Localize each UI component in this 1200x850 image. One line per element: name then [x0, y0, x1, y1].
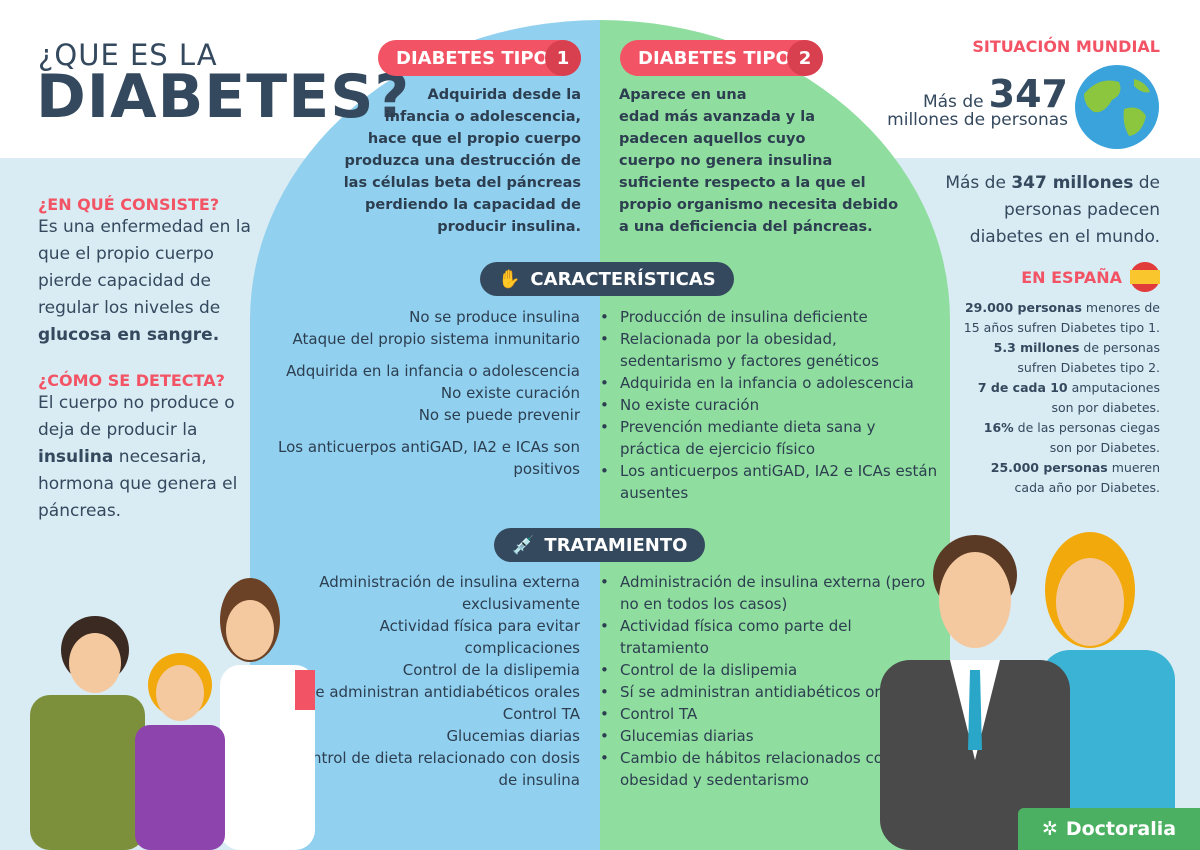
family-adults-illustration	[880, 532, 1175, 850]
description-line: perdiendo la capacidad de	[365, 197, 581, 213]
stat-text: de las personas ciegas son por Diabetes.	[1013, 420, 1160, 455]
description-line: a una deficiencia del páncreas.	[619, 219, 873, 235]
description-line: producir insulina.	[437, 219, 581, 235]
list-item: Glucemias diarias	[600, 725, 940, 747]
type1-description: Adquirida desde la infancia o adolescenci…	[344, 84, 581, 238]
description-line: edad más avanzada y la	[619, 109, 816, 125]
tratamiento-type2: Administración de insulina externa (pero…	[600, 571, 940, 791]
list-item: Control de dieta relacionado con dosis d…	[292, 749, 580, 789]
hand-icon: ✋	[498, 268, 521, 290]
doctoralia-icon: ✲	[1041, 818, 1058, 840]
type2-description: Aparece en una edad más avanzada y la pade…	[619, 84, 898, 238]
stat-value: 25.000 personas	[990, 460, 1108, 475]
list-item: Administración de insulina externa (pero…	[600, 571, 940, 615]
list-item: Relacionada por la obesidad, sedentarism…	[600, 328, 940, 372]
list-item: Producción de insulina deficiente	[600, 306, 940, 328]
list-item: Adquirida en la infancia o adolescencia	[286, 362, 580, 380]
list-item: Ataque del propio sistema inmunitario	[292, 330, 580, 348]
stat-text: menores de 15 años sufren Diabetes tipo …	[963, 300, 1160, 335]
list-item: No se produce insulina	[409, 308, 580, 326]
caracteristicas-header: ✋ CARACTERÍSTICAS	[480, 262, 734, 296]
list-item: Cambio de hábitos relacionados con obesi…	[600, 747, 940, 791]
description-line: Adquirida desde la	[427, 87, 581, 103]
description-line: infancia o adolescencia,	[384, 109, 581, 125]
spain-stat: 5.3 millones de personas sufren Diabetes…	[960, 338, 1160, 378]
spain-stat: 7 de cada 10 amputaciones son por diabet…	[960, 378, 1160, 418]
description-line: suficiente respecto a la que el	[619, 175, 866, 191]
list-item: Actividad física como parte del tratamie…	[600, 615, 940, 659]
stat-text: de personas sufren Diabetes tipo 2.	[1017, 340, 1160, 375]
spain-stat: 25.000 personas mueren cada año por Diab…	[960, 458, 1160, 498]
spain-flag-icon	[1130, 262, 1160, 292]
list-item: Adquirida en la infancia o adolescencia	[600, 372, 940, 394]
list-item: Prevención mediante dieta sana y práctic…	[600, 416, 940, 460]
list-item: No existe curación	[440, 384, 580, 402]
list-item: Control TA	[600, 703, 940, 725]
world-heading: SITUACIÓN MUNDIAL	[972, 37, 1160, 56]
spain-stats: 29.000 personas menores de 15 años sufre…	[960, 298, 1160, 498]
stat-value: 7 de cada 10	[977, 380, 1068, 395]
family-children-illustration	[30, 578, 315, 850]
description-line: hace que el propio cuerpo	[367, 131, 581, 147]
spacer	[270, 426, 580, 436]
globe-icon	[1075, 65, 1159, 149]
caracteristicas-type2: Producción de insulina deficienteRelacio…	[600, 306, 940, 504]
stat-value: 29.000 personas	[964, 300, 1082, 315]
tratamiento-header: 💉 TRATAMIENTO	[494, 528, 706, 562]
list-item: Actividad física para evitar complicacio…	[379, 617, 580, 657]
list-item: Administración de insulina externa exclu…	[319, 573, 580, 613]
stat-text: mueren cada año por Diabetes.	[1014, 460, 1160, 495]
list-item: Control TA	[502, 705, 580, 723]
stat-value: 5.3 millones	[993, 340, 1080, 355]
description-line: cuerpo no genera insulina	[619, 153, 833, 169]
world-stat: Más de 347 millones de personas	[887, 72, 1068, 130]
world-text: Más de 347 millones de personas padecen …	[945, 173, 1160, 247]
left-info: ¿EN QUÉ CONSISTE? Es una enfermedad en l…	[38, 195, 251, 521]
description-line: Aparece en una	[619, 87, 747, 103]
type1-badge: DIABETES TIPO 1	[378, 40, 581, 76]
description-line: padecen aquellos cuyo	[619, 131, 806, 147]
stat-text: amputaciones son por diabetes.	[1051, 380, 1160, 415]
list-item: Los anticuerpos antiGAD, IA2 e ICAs está…	[600, 460, 940, 504]
list-item: No existe curación	[600, 394, 940, 416]
page-title: DIABETES?	[36, 62, 411, 132]
list-item: Los anticuerpos antiGAD, IA2 e ICAs son …	[278, 438, 580, 478]
caracteristicas-type1: No se produce insulina Ataque del propio …	[270, 306, 580, 480]
list-item: No se puede prevenir	[418, 406, 580, 424]
description-line: las células beta del páncreas	[343, 175, 581, 191]
list-item: Control de la dislipemia	[600, 659, 940, 681]
list-item: Control de la dislipemia	[402, 661, 580, 679]
spacer	[270, 350, 580, 360]
tratamiento-type1: Administración de insulina externa exclu…	[270, 571, 580, 791]
title-small: ¿QUE ES LA	[38, 38, 218, 72]
list-item: Sí se administran antidiabéticos orales	[600, 681, 940, 703]
syringe-icon: 💉	[512, 534, 535, 556]
list-item: No se administran antidiabéticos orales	[282, 683, 580, 701]
spain-stat: 16% de las personas ciegas son por Diabe…	[960, 418, 1160, 458]
stat-value: 16%	[983, 420, 1014, 435]
spain-heading: EN ESPAÑA	[1021, 268, 1122, 287]
description-line: produzca una destrucción de	[344, 153, 582, 169]
spain-stat: 29.000 personas menores de 15 años sufre…	[960, 298, 1160, 338]
doctoralia-logo: ✲ Doctoralia	[1018, 808, 1200, 850]
type2-badge: DIABETES TIPO 2	[620, 40, 823, 76]
description-line: propio organismo necesita debido	[619, 197, 899, 213]
list-item: Glucemias diarias	[446, 727, 580, 745]
